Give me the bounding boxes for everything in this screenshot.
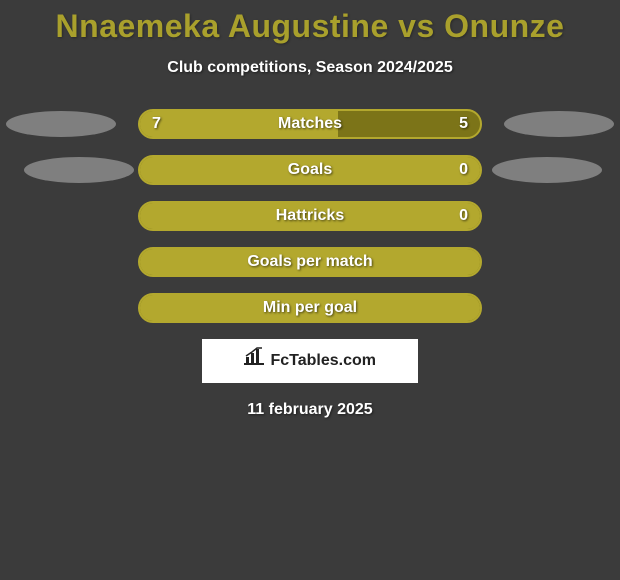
stat-label: Goals per match (140, 249, 480, 275)
stat-row: Matches7 5 (0, 109, 620, 139)
stat-bar: Goals per match (138, 247, 482, 277)
stat-bar: Goals0 (138, 155, 482, 185)
date-text: 11 february 2025 (0, 401, 620, 419)
source-badge: FcTables.com (202, 339, 418, 383)
stat-label: Hattricks (140, 203, 480, 229)
stats-area: Matches75Goals0Hattricks0Goals per match… (0, 109, 620, 323)
stat-value-right: 0 (459, 157, 468, 183)
page-title: Nnaemeka Augustine vs Onunze (0, 0, 620, 45)
player-right-marker (504, 111, 614, 137)
stat-bar: Matches7 5 (138, 109, 482, 139)
stat-bar: Hattricks0 (138, 201, 482, 231)
stat-label: Goals (140, 157, 480, 183)
stat-row: Goals0 (0, 155, 620, 185)
subtitle: Club competitions, Season 2024/2025 (0, 59, 620, 77)
player-right-marker (492, 157, 602, 183)
stat-value-left: 7 (152, 111, 161, 137)
player-left-marker (6, 111, 116, 137)
badge-text: FcTables.com (270, 339, 376, 383)
stat-row: Goals per match (0, 247, 620, 277)
player-left-marker (24, 157, 134, 183)
comparison-infographic: Nnaemeka Augustine vs Onunze Club compet… (0, 0, 620, 580)
stat-label: Min per goal (140, 295, 480, 321)
stat-value-right: 5 (459, 111, 468, 137)
stat-label: Matches (140, 111, 480, 137)
stat-row: Min per goal (0, 293, 620, 323)
stat-bar: Min per goal (138, 293, 482, 323)
stat-row: Hattricks0 (0, 201, 620, 231)
stat-value-right: 0 (459, 203, 468, 229)
barchart-icon (244, 339, 264, 383)
